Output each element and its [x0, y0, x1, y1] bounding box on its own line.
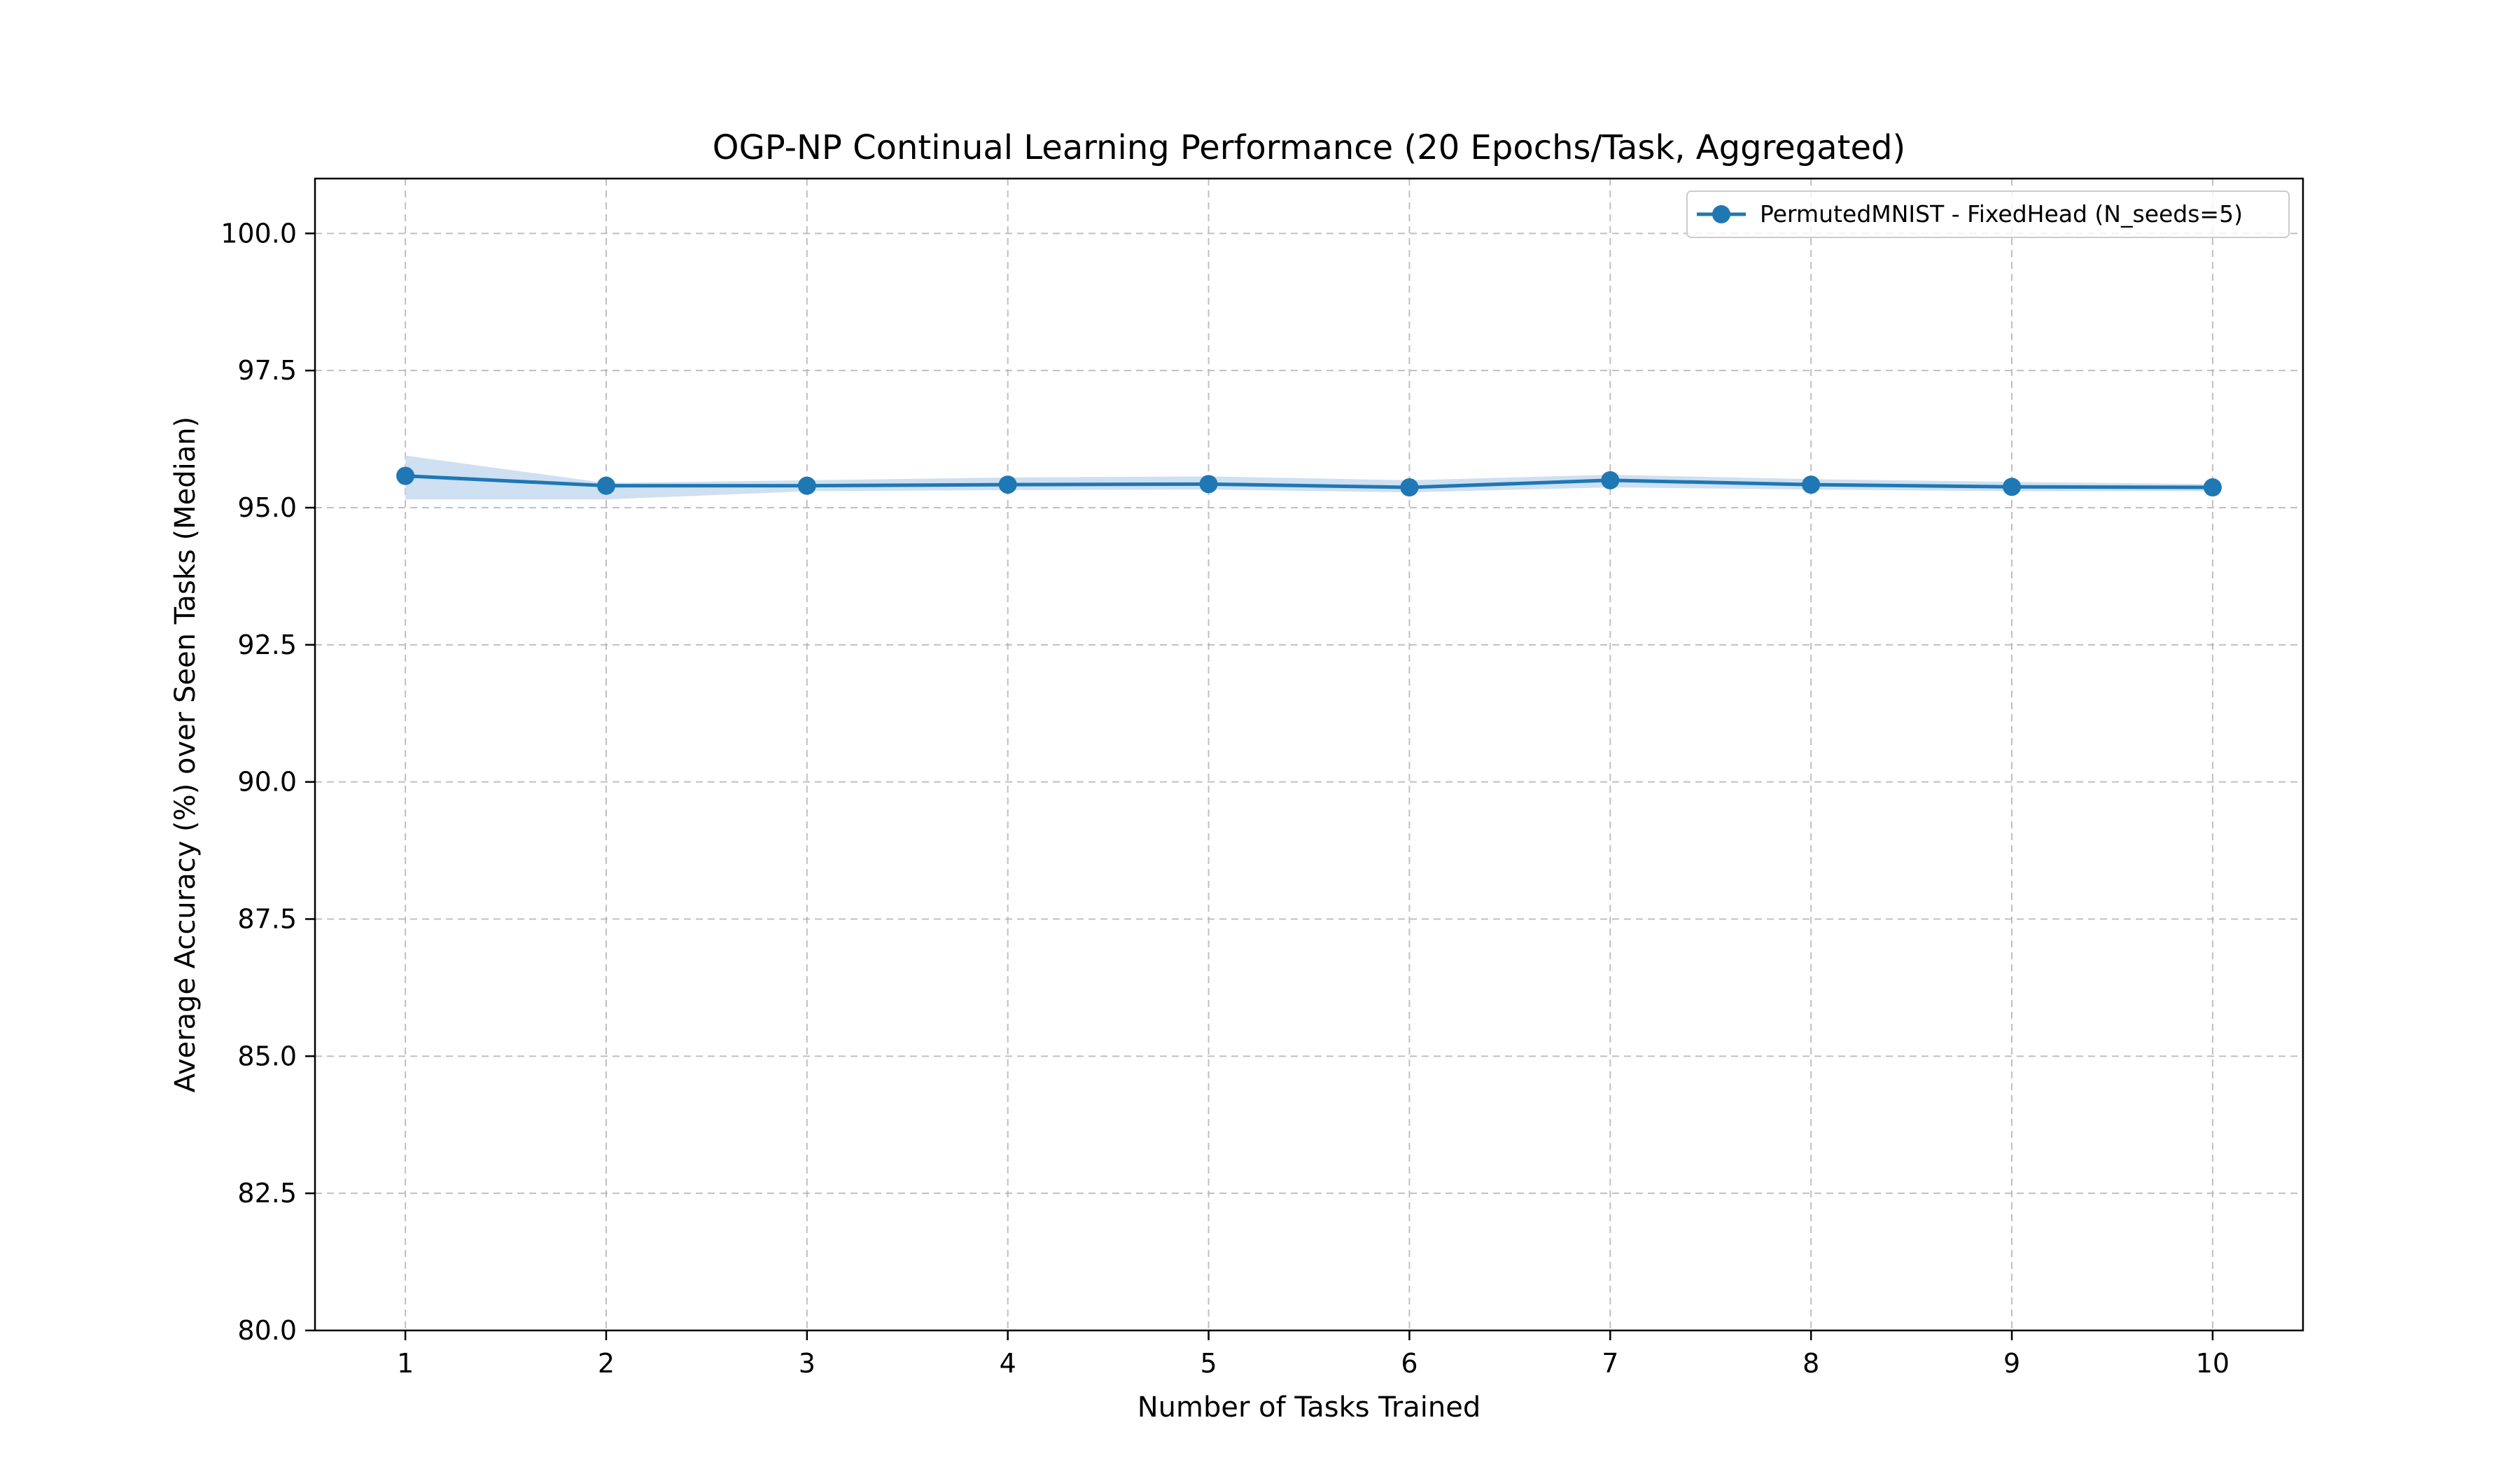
- x-tick-label: 7: [1602, 1348, 1618, 1379]
- y-tick-label: 80.0: [237, 1315, 297, 1346]
- data-point: [1199, 475, 1218, 494]
- legend-box: [1686, 190, 2290, 238]
- x-tick-label: 6: [1401, 1348, 1418, 1379]
- data-point: [1601, 471, 1620, 489]
- confidence-bands: [405, 455, 2213, 500]
- series-line: [405, 474, 2213, 489]
- data-point: [1802, 475, 1821, 494]
- x-tick-label: 3: [799, 1348, 816, 1379]
- x-tick-label: 8: [1802, 1348, 1819, 1379]
- y-tick-label: 95.0: [237, 492, 297, 523]
- data-point: [2203, 478, 2222, 497]
- series-markers: [396, 466, 2222, 497]
- x-tick-label: 1: [397, 1348, 414, 1379]
- x-tick-label: 2: [598, 1348, 615, 1379]
- axes-frame: [314, 177, 2304, 1332]
- x-tick-label: 5: [1200, 1348, 1217, 1379]
- data-point: [596, 476, 615, 495]
- legend: PermutedMNIST - FixedHead (N_seeds=5): [1686, 190, 2290, 238]
- x-tick-label: 9: [2003, 1348, 2020, 1379]
- y-tick-label: 87.5: [237, 904, 297, 935]
- x-tick-label: 4: [1000, 1348, 1016, 1379]
- y-tick-label: 82.5: [237, 1178, 297, 1209]
- y-axis-label: Average Accuracy (%) over Seen Tasks (Me…: [169, 417, 202, 1092]
- y-tick-label: 85.0: [237, 1041, 297, 1071]
- x-axis-label: Number of Tasks Trained: [1138, 1391, 1481, 1424]
- y-tick-label: 90.0: [237, 767, 297, 798]
- data-point: [998, 475, 1017, 494]
- y-tick-label: 97.5: [237, 355, 297, 386]
- x-axis-ticks: 1 2 3 4 5 6 7 8 9 10: [397, 1330, 2230, 1379]
- data-point: [2003, 478, 2022, 496]
- chart-title: OGP-NP Continual Learning Performance (2…: [713, 128, 1905, 167]
- y-tick-label: 100.0: [220, 218, 297, 249]
- legend-entry-label: PermutedMNIST - FixedHead (N_seeds=5): [1760, 200, 2243, 228]
- data-point: [797, 476, 816, 495]
- series-lines: [405, 474, 2213, 489]
- series-confidence-band: [405, 455, 2213, 500]
- y-axis-ticks: 80.0 82.5 85.0 87.5 90.0 92.5 95.0 97.5 100.0: [220, 218, 315, 1346]
- x-tick-label: 10: [2196, 1348, 2230, 1379]
- data-point: [396, 466, 415, 485]
- legend-marker-swatch: [1712, 205, 1730, 223]
- y-tick-label: 92.5: [237, 630, 297, 660]
- data-point: [1400, 478, 1419, 497]
